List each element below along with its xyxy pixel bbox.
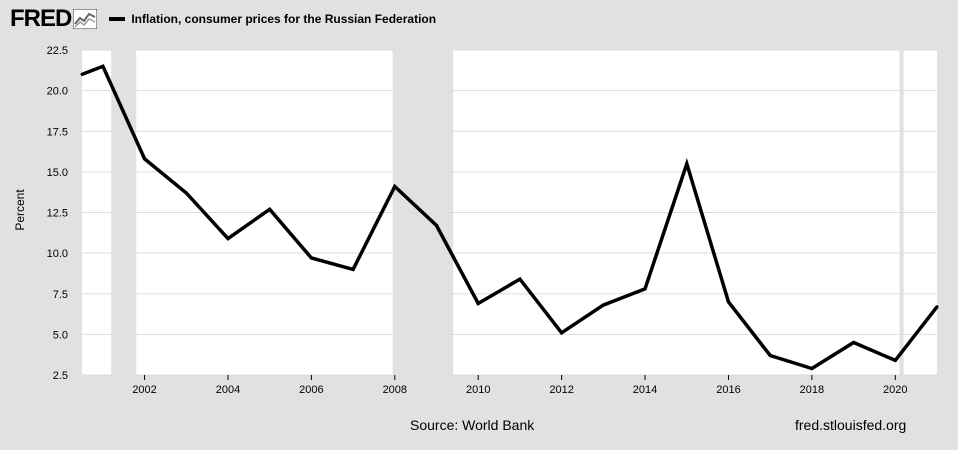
data-point [184,191,188,195]
x-tick-label: 2018 [800,384,824,396]
data-point [268,207,272,211]
data-point [726,300,730,304]
data-point [393,185,397,188]
x-tick-label: 2006 [299,384,323,396]
series-layer [80,64,939,371]
x-tick-label: 2016 [716,384,740,396]
data-point [768,354,772,357]
data-point [143,157,147,161]
logo-text: FRED [10,5,72,32]
source-text: Source: World Bank [410,417,535,433]
data-point [852,341,856,344]
data-point [893,358,897,362]
data-point [101,64,105,68]
x-tick-labels: 2002 2004 2006 2008 2010 2012 2014 2016 2018 2020 [132,384,907,396]
x-tick-label: 2010 [466,384,490,396]
x-tick-label: 2004 [216,384,240,396]
y-tick-label: 22.5 [47,45,68,57]
data-point [351,267,355,271]
legend-swatch [109,17,126,21]
y-tick-label: 12.5 [47,208,68,220]
data-point [601,303,605,307]
header: FRED Inflation, consumer prices for the … [10,4,436,34]
y-tick-label: 7.5 [53,289,68,301]
fred-logo[interactable]: FRED [10,5,98,33]
x-tick-label: 2012 [549,384,573,396]
y-tick-label: 15.0 [47,167,68,179]
x-tick-label: 2002 [132,384,156,396]
x-tick-label: 2020 [883,384,907,396]
x-tick-label: 2008 [383,384,407,396]
legend: Inflation, consumer prices for the Russi… [109,12,436,26]
y-tick-label: 5.0 [53,329,68,341]
y-tick-label: 20.0 [47,86,68,98]
series-line-0 [81,64,939,371]
data-point [643,287,647,291]
y-tick-label: 17.5 [47,126,68,138]
data-point [226,237,230,240]
data-point [435,224,439,227]
y-tick-labels: 22.5 20.0 17.5 15.0 12.5 10.0 7.5 5.0 2.5 [47,45,68,382]
data-point [309,256,313,260]
data-point [810,367,814,370]
data-point [80,72,84,76]
data-point [476,302,480,305]
fred-url-link[interactable]: fred.stlouisfed.org [795,417,907,433]
data-point [935,305,939,309]
legend-label: Inflation, consumer prices for the Russi… [131,12,437,26]
x-tick-label: 2014 [633,384,657,396]
data-point [560,331,564,335]
grid-lines [82,49,937,380]
chart-icon [73,9,98,29]
data-point [518,277,522,281]
y-tick-label: 2.5 [53,370,68,382]
data-point [685,162,689,166]
y-tick-label: 10.0 [47,248,68,260]
